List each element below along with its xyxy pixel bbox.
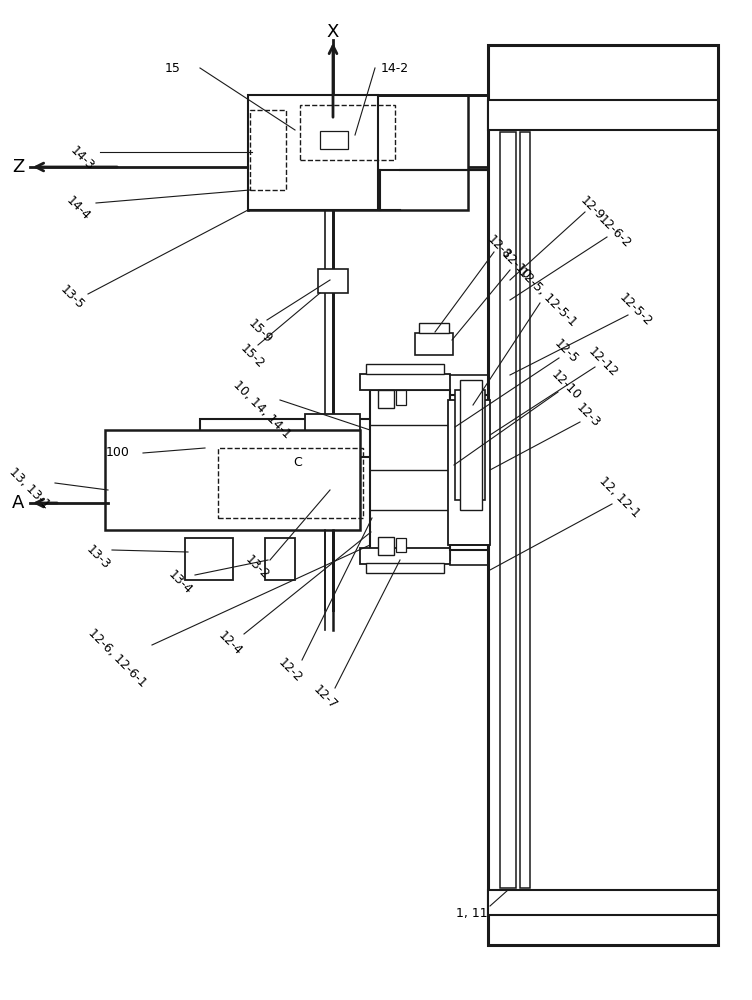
Bar [360,374,450,390]
Bar [488,890,718,915]
Text: 10, 14, 14-1: 10, 14, 14-1 [231,379,293,441]
Text: X: X [327,23,339,41]
Bar [305,414,360,469]
Bar [250,110,286,190]
Text: 12-7: 12-7 [311,683,340,713]
Bar [218,448,363,518]
Text: 13, 13-1: 13, 13-1 [7,465,53,511]
Text: 12-9: 12-9 [578,193,607,223]
Text: 12-12: 12-12 [586,345,620,379]
Text: 15: 15 [165,62,181,75]
Bar [318,269,348,293]
Bar [396,538,406,552]
Text: 12-2: 12-2 [275,655,305,685]
Text: 14-4: 14-4 [63,193,92,223]
Bar [455,390,485,500]
Bar [378,537,394,555]
Text: 12-3: 12-3 [574,400,602,430]
Bar [185,538,233,580]
Bar [520,132,530,888]
Bar [105,430,360,530]
Bar [300,105,395,160]
Bar [488,100,718,130]
Text: 13-3: 13-3 [83,542,113,572]
Text: Z: Z [12,158,24,176]
Text: 12, 12-1: 12, 12-1 [597,474,643,520]
Text: 12-10: 12-10 [549,368,584,402]
Text: 100: 100 [106,446,130,460]
Text: 12-5, 12-5-1: 12-5, 12-5-1 [515,265,579,329]
Text: 12-6-2: 12-6-2 [595,213,633,251]
Text: 13-4: 13-4 [165,567,195,597]
Text: C: C [293,456,302,468]
Bar [200,419,410,457]
Bar [315,457,350,481]
Text: 15-2: 15-2 [238,342,267,372]
Text: 12-6, 12-6-1: 12-6, 12-6-1 [85,626,149,690]
Bar [415,333,453,355]
Bar [248,95,378,210]
Text: 13-2: 13-2 [242,552,271,582]
Bar [265,538,295,580]
Bar [378,390,394,408]
Text: 15-9: 15-9 [245,317,274,347]
Bar [500,132,516,888]
Bar [360,548,450,564]
Bar [448,400,490,545]
Bar [488,45,718,945]
Bar [366,563,444,573]
Bar [320,131,348,149]
Text: 13-5: 13-5 [57,283,86,313]
Text: 14-2: 14-2 [381,62,409,75]
Text: 12-4: 12-4 [216,628,244,658]
Bar [370,390,450,560]
Text: 12-10: 12-10 [499,248,533,282]
Bar [396,390,406,405]
Text: 12-5: 12-5 [551,337,581,367]
Bar [460,380,482,510]
Bar [366,364,444,374]
Text: A: A [12,494,24,512]
Text: 12-5-2: 12-5-2 [617,291,655,329]
Text: 14-3: 14-3 [68,143,96,173]
Bar [419,323,449,333]
Bar [450,395,488,550]
Text: 12-8: 12-8 [484,233,514,263]
Bar [248,95,468,210]
Text: 1, 11: 1, 11 [456,906,488,920]
